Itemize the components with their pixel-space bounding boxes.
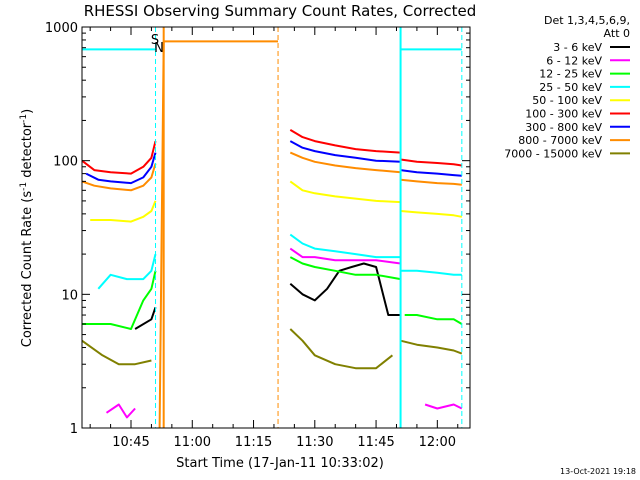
legend-label-100-300-kev: 100 - 300 keV — [525, 108, 602, 121]
series-line-100-300-kev — [289, 129, 401, 154]
y-axis: 1 10 100 1000 — [45, 21, 470, 437]
series-line-300-800-kev — [400, 169, 462, 177]
series-line-7000-15000-kev — [289, 328, 394, 370]
x-tick-label: 12:00 — [419, 435, 456, 450]
x-tick-label: 11:30 — [296, 435, 333, 450]
series-line-800-7000-kev — [400, 178, 462, 186]
y-axis-label-part: ) — [20, 109, 35, 114]
series-line-800-7000-kev — [81, 163, 157, 192]
series-line-50-100-kev — [400, 210, 462, 218]
y-tick-label: 1 — [70, 422, 78, 437]
y-tick-label: 10 — [61, 288, 78, 303]
series-line-25-50-kev — [400, 269, 462, 276]
series-line-3-6-kev — [134, 306, 157, 330]
marker-layer — [155, 27, 463, 428]
series-line-100-300-kev — [400, 158, 462, 167]
series-line-300-800-kev — [85, 152, 157, 185]
series-300-800-kev — [85, 140, 462, 185]
x-axis: 10:45 11:00 11:15 11:30 11:45 12:00 — [89, 27, 459, 450]
series-line-12-25-kev — [82, 270, 157, 330]
x-axis-label: Start Time (17-Jan-11 10:33:02) — [176, 456, 384, 471]
y-axis-label-superscript: -1 — [19, 182, 29, 191]
legend-label-3-6-kev: 3 - 6 keV — [553, 41, 602, 54]
series-12-25-kev — [82, 256, 463, 330]
legend-label-50-100-kev: 50 - 100 keV — [532, 94, 602, 107]
legend-header: Det 1,3,4,5,6,9, — [544, 14, 630, 27]
series-line-25-50-kev — [97, 253, 157, 290]
series-line-6-12-kev — [424, 403, 463, 410]
series-line-100-300-kev — [81, 140, 157, 175]
series-3-6-kev — [134, 262, 401, 330]
series-line-6-12-kev — [105, 403, 136, 419]
legend-label-6-12-kev: 6 - 12 keV — [546, 54, 602, 67]
n-label: N — [154, 41, 164, 56]
series-line-3-6-kev — [289, 262, 401, 316]
series-line-300-800-kev — [289, 140, 401, 163]
x-tick-label: 11:15 — [235, 435, 272, 450]
x-tick-label: 10:45 — [112, 435, 149, 450]
series-line-25-50-kev — [289, 233, 401, 259]
series-line-800-7000-kev — [158, 40, 278, 429]
series-line-800-7000-kev — [289, 151, 401, 174]
series-line-7000-15000-kev — [400, 339, 463, 355]
series-line-12-25-kev — [289, 256, 401, 281]
legend-header: Att 0 — [604, 27, 630, 40]
y-tick-label: 100 — [53, 155, 78, 170]
series-50-100-kev — [90, 180, 462, 223]
plot-frame — [81, 26, 471, 429]
legend-label-12-25-kev: 12 - 25 keV — [539, 68, 602, 81]
y-axis-label-part: Corrected Count Rate (s — [20, 191, 35, 348]
series-7000-15000-kev — [81, 328, 463, 370]
x-tick-label: 11:00 — [174, 435, 211, 450]
series-line-50-100-kev — [289, 180, 401, 204]
y-axis-label-part: detector — [20, 122, 35, 182]
s-label: S — [151, 33, 159, 48]
footer-timestamp: 13-Oct-2021 19:18 — [560, 467, 636, 476]
legend-label-300-800-kev: 300 - 800 keV — [525, 121, 602, 134]
legend-label-800-7000-kev: 800 - 7000 keV — [518, 134, 602, 147]
y-tick-label: 1000 — [45, 21, 78, 36]
series-line-50-100-kev — [90, 200, 157, 223]
series-6-12-kev — [105, 247, 463, 419]
series-100-300-kev — [81, 129, 462, 175]
legend-label-7000-15000-kev: 7000 - 15000 keV — [504, 147, 602, 160]
chart-title: RHESSI Observing Summary Count Rates, Co… — [84, 2, 477, 20]
y-axis-label: Corrected Count Rate (s-1 detector-1) — [19, 109, 35, 347]
series-line-12-25-kev — [404, 314, 463, 325]
y-axis-label-superscript: -1 — [19, 114, 29, 123]
series-line-6-12-kev — [289, 247, 401, 265]
series-layer — [81, 40, 463, 429]
series-line-7000-15000-kev — [81, 339, 152, 366]
x-tick-label: 11:45 — [357, 435, 394, 450]
legend-label-25-50-kev: 25 - 50 keV — [539, 81, 602, 94]
series-800-7000-kev — [81, 40, 462, 429]
series-25-50-kev — [82, 48, 462, 290]
